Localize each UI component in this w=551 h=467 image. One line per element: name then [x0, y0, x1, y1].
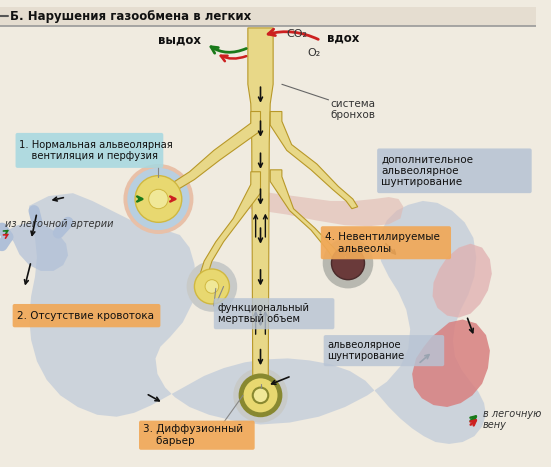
Text: функциональный
мертвый объем: функциональный мертвый объем	[218, 303, 310, 325]
Circle shape	[332, 247, 365, 280]
Text: вдох: вдох	[327, 31, 359, 44]
Polygon shape	[247, 28, 274, 403]
Polygon shape	[8, 222, 68, 271]
FancyBboxPatch shape	[321, 226, 451, 259]
FancyBboxPatch shape	[214, 298, 334, 329]
Text: CO₂: CO₂	[287, 29, 308, 39]
Circle shape	[127, 168, 190, 230]
Circle shape	[253, 388, 268, 403]
Text: O₂: O₂	[307, 48, 321, 58]
FancyBboxPatch shape	[139, 421, 255, 450]
Circle shape	[187, 261, 237, 312]
Text: Б. Нарушения газообмена в легких: Б. Нарушения газообмена в легких	[10, 10, 251, 23]
Text: из легочной артерии: из легочной артерии	[5, 219, 114, 229]
Circle shape	[135, 176, 182, 222]
Circle shape	[149, 189, 168, 209]
Polygon shape	[433, 244, 492, 318]
Text: альвеолярное
шунтирование: альвеолярное шунтирование	[328, 340, 405, 361]
FancyBboxPatch shape	[15, 133, 163, 168]
Polygon shape	[270, 170, 345, 274]
Polygon shape	[245, 191, 403, 226]
FancyBboxPatch shape	[323, 335, 444, 366]
Text: 4. Невентилируемые
    альвеолы: 4. Невентилируемые альвеолы	[325, 232, 440, 254]
Text: система
бронхов: система бронхов	[331, 99, 375, 120]
Text: выдох: выдох	[158, 34, 201, 47]
Text: 2. Отсутствие кровотока: 2. Отсутствие кровотока	[17, 311, 154, 321]
Polygon shape	[270, 112, 358, 209]
Text: 1. Нормальная альвеолярная
    вентиляция и перфузия: 1. Нормальная альвеолярная вентиляция и …	[19, 140, 173, 161]
Polygon shape	[29, 193, 486, 444]
Polygon shape	[412, 319, 490, 407]
Circle shape	[323, 238, 373, 289]
Text: дополнительное
альвеолярное
шунтирование: дополнительное альвеолярное шунтирование	[381, 154, 473, 187]
Circle shape	[241, 376, 280, 415]
Polygon shape	[154, 112, 261, 199]
Polygon shape	[199, 172, 261, 283]
Text: в легочную
вену: в легочную вену	[483, 409, 542, 431]
Text: 3. Диффузионный
    барьер: 3. Диффузионный барьер	[143, 425, 243, 446]
FancyBboxPatch shape	[377, 149, 532, 193]
Circle shape	[233, 368, 288, 423]
Bar	[0, 7, 536, 26]
Circle shape	[205, 280, 219, 293]
Circle shape	[195, 269, 229, 304]
Circle shape	[123, 164, 193, 234]
FancyBboxPatch shape	[13, 304, 160, 327]
